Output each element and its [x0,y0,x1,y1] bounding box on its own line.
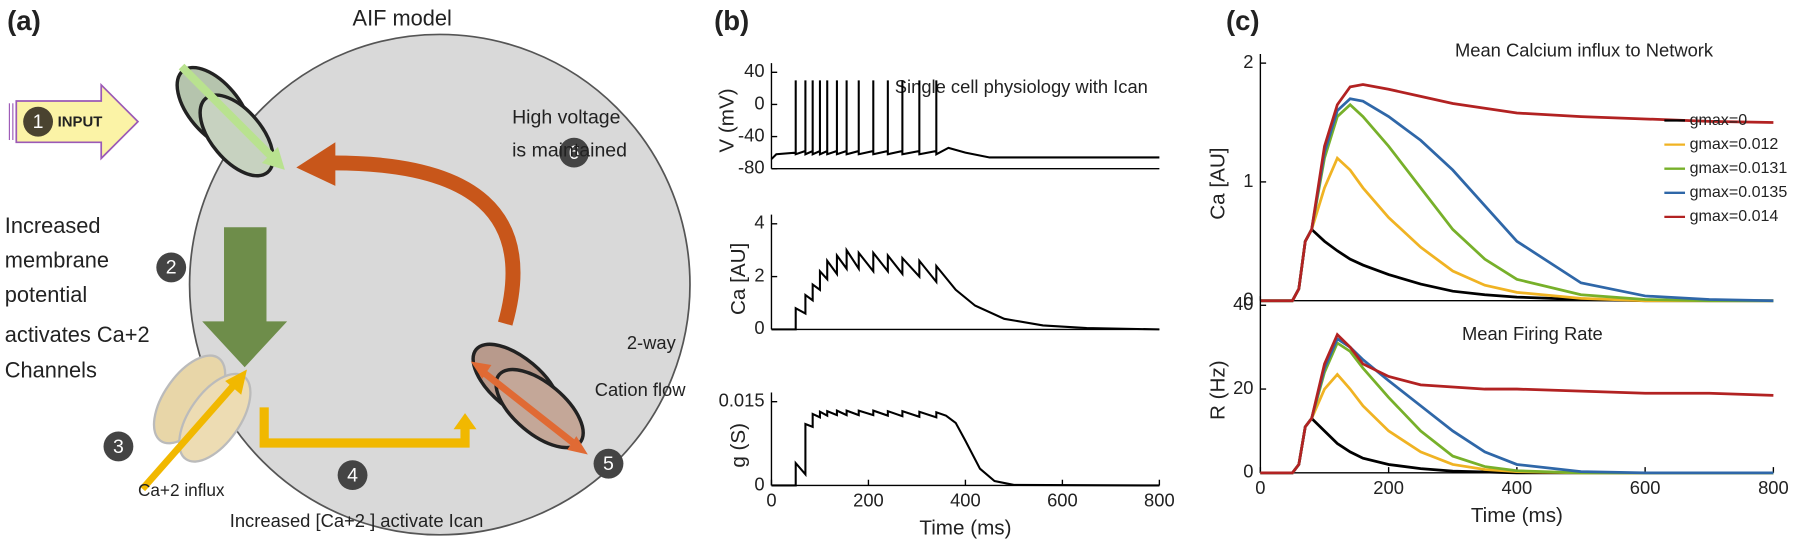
y-tick-label: -80 [738,157,765,178]
arrow-head [296,142,336,186]
x-tick-label: 600 [1630,477,1661,498]
y-tick-label: 0 [754,473,764,494]
x-tick-label: 0 [1255,477,1265,498]
x-tick-label: 400 [950,489,981,510]
chart-title: Mean Calcium influx to Network [1455,39,1714,60]
high-voltage-label: is maintained [512,140,627,162]
flow-arrow [178,63,277,162]
membrane-text: Channels [5,358,97,383]
step-number: 1 [33,111,44,133]
y-tick-label: 4 [754,212,764,233]
y-tick-label: 0 [1243,289,1253,310]
legend-label: gmax=0.012 [1690,135,1779,153]
x-tick-label: 800 [1758,477,1789,498]
ca-influx-label: Ca+2 influx [138,480,225,500]
y-axis-label: g (S) [727,423,750,468]
step-badge [156,252,187,283]
x-tick-label: 400 [1502,477,1533,498]
x-axis-label: Time (ms) [919,517,1011,540]
legend-label: gmax=0.0135 [1690,183,1788,201]
data-line [1260,332,1774,475]
y-tick-label: 2 [1243,51,1253,72]
chart-title: Single cell physiology with Ican [895,76,1148,97]
y-tick-label: 0 [754,317,764,338]
y-tick-label: 40 [1233,293,1253,314]
x-tick-label: 200 [853,489,884,510]
chart-title: Mean Firing Rate [1462,323,1603,344]
y-axis-label: R (Hz) [1207,360,1230,420]
membrane-text: membrane [5,247,109,272]
y-tick-label: -40 [738,124,765,145]
y-tick-label: 0.015 [719,390,765,411]
step-number: 4 [347,464,358,486]
ican-label: Increased [Ca+2 ] activate Ican [230,510,484,531]
y-tick-label: 1 [1243,170,1253,191]
flow-arrow [259,407,470,448]
data-line [1260,83,1774,303]
flow-arrow [327,155,521,326]
x-axis-label: Time (ms) [1471,504,1563,527]
channel [198,93,275,178]
diagram-title: AIF model [353,5,452,30]
y-tick-label: 20 [1233,377,1253,398]
legend-label: gmax=0 [1690,111,1748,129]
y-tick-label: 40 [744,60,764,81]
y-axis-label: Ca [AU] [727,243,750,315]
y-axis-label: V (mV) [715,88,738,152]
data-line [1260,340,1774,475]
step-badge [337,460,368,491]
membrane-text: Increased [5,213,101,238]
step-number: 3 [113,436,124,458]
flow-arrow [139,381,239,492]
y-tick-label: 2 [754,264,764,285]
y-axis-label: Ca [AU] [1207,147,1230,219]
high-voltage-label: High voltage [512,106,620,128]
arrow-head [225,369,247,395]
legend-label: gmax=0.014 [1690,207,1779,225]
membrane-text: potential [5,282,87,307]
panel-label: (c) [1226,5,1260,36]
x-tick-label: 0 [766,489,776,510]
y-tick-label: 0 [754,92,764,113]
data-line [771,409,1160,487]
data-line [770,80,1160,160]
x-tick-label: 600 [1047,489,1078,510]
y-tick-label: 0 [1243,461,1253,482]
step-badge [23,106,54,137]
step-badge [593,448,624,479]
x-tick-label: 200 [1373,477,1404,498]
panel-label: (a) [7,5,41,36]
arrow-head [261,146,285,170]
arrow-head [470,361,492,379]
flow-arrow [202,227,288,368]
step-number: 2 [166,257,177,279]
x-tick-label: 800 [1144,489,1175,510]
arrow-head [453,413,477,430]
cation-flow-label: Cation flow [595,379,687,400]
flow-arrow [477,366,579,449]
step-number: 6 [569,142,580,164]
panel-label: (b) [714,5,749,36]
diagram: AIF model 1 INPUT 2 [5,5,691,536]
input-arrow [15,82,140,161]
legend-label: gmax=0.0131 [1690,159,1788,177]
input-label: INPUT [58,115,103,131]
cation-flow-label: 2-way [627,332,677,353]
step-badge [559,137,589,168]
step-badge [103,431,134,462]
step-number: 5 [603,453,614,475]
membrane-text: activates Ca+2 [5,322,150,347]
arrow-head [567,436,588,455]
data-line [771,246,1160,331]
data-line [1260,336,1774,475]
